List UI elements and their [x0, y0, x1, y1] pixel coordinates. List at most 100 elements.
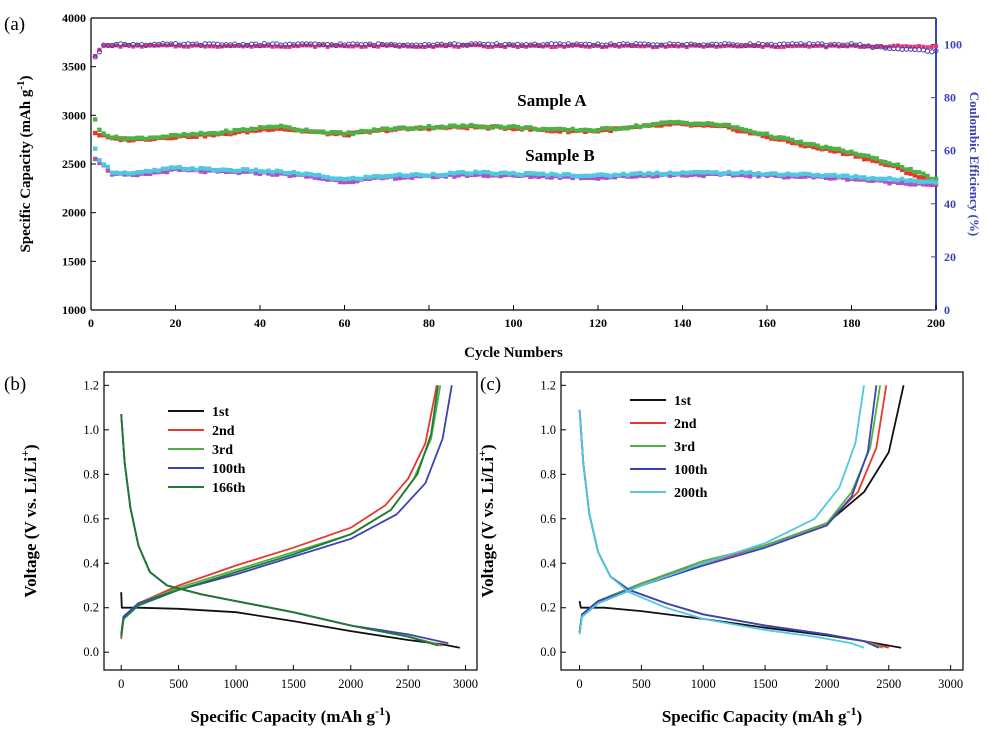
data-point	[587, 128, 592, 133]
data-point	[739, 126, 744, 132]
data-point	[317, 43, 322, 48]
plot-frame	[560, 371, 964, 671]
discharge-curve	[120, 414, 439, 647]
y-tick-label: 0.0	[83, 645, 99, 659]
data-point	[511, 43, 516, 48]
data-point	[456, 124, 461, 130]
data-point	[908, 171, 913, 176]
data-point	[304, 171, 309, 176]
data-point	[845, 44, 850, 49]
y-tick-label: 1.0	[83, 423, 99, 437]
data-point	[266, 168, 271, 173]
data-point	[874, 159, 880, 164]
data-point	[777, 172, 782, 178]
data-point	[393, 44, 398, 49]
data-point	[105, 164, 111, 170]
data-point	[363, 129, 368, 134]
data-point	[697, 43, 702, 48]
data-point	[933, 48, 939, 54]
data-point	[823, 173, 829, 178]
data-point	[777, 137, 782, 142]
data-point	[853, 177, 858, 182]
data-point	[650, 174, 656, 179]
data-point	[240, 127, 246, 132]
data-point	[270, 172, 275, 177]
data-point	[895, 177, 901, 183]
data-point	[921, 171, 926, 176]
charge-curve	[120, 385, 439, 637]
data-point	[612, 43, 617, 48]
data-point	[726, 169, 732, 175]
data-point	[861, 153, 867, 158]
data-point	[93, 117, 98, 122]
data-point	[507, 171, 512, 176]
data-point	[621, 125, 626, 131]
data-point	[372, 44, 377, 49]
data-point	[194, 132, 199, 137]
annotation-sample-a: Sample A	[517, 91, 587, 110]
data-point	[832, 149, 837, 154]
charge-curve	[578, 385, 881, 633]
data-point	[671, 120, 677, 125]
data-point	[519, 172, 525, 178]
data-point	[409, 172, 415, 177]
data-point	[316, 176, 322, 181]
data-point	[490, 171, 495, 176]
data-point	[629, 124, 634, 130]
data-point	[97, 158, 102, 163]
data-point	[528, 174, 533, 179]
legend-label: 1st	[674, 394, 691, 409]
data-point	[371, 42, 377, 48]
data-point	[642, 172, 647, 177]
data-point	[477, 170, 482, 175]
data-point	[131, 136, 136, 141]
data-point	[502, 125, 508, 130]
data-point	[236, 43, 241, 48]
data-point	[929, 49, 935, 55]
data-point	[435, 125, 440, 130]
data-point	[807, 44, 812, 49]
data-point	[426, 123, 432, 129]
data-point	[257, 125, 263, 130]
panel-a: (a)0 20 40 60 80 100 120 140 160 180 2001000150020…	[4, 11, 982, 361]
data-point	[114, 43, 119, 48]
data-point	[164, 166, 170, 171]
data-point	[900, 44, 905, 49]
data-point	[405, 173, 411, 178]
data-point	[743, 43, 748, 48]
data-point	[667, 170, 673, 175]
data-point	[549, 171, 554, 177]
data-point	[422, 125, 427, 131]
data-point	[164, 134, 170, 139]
data-point	[841, 44, 846, 49]
data-point	[202, 131, 208, 137]
data-point	[595, 127, 601, 133]
y-tick-label: 0.6	[83, 512, 99, 526]
data-point	[371, 127, 377, 132]
data-point	[570, 173, 575, 178]
data-point	[202, 169, 208, 175]
data-point	[726, 43, 731, 48]
data-point	[705, 43, 710, 48]
data-point	[393, 173, 398, 178]
data-point	[718, 171, 723, 176]
data-point	[929, 179, 934, 184]
data-point	[764, 134, 770, 140]
data-point	[557, 173, 563, 179]
data-point	[633, 123, 639, 128]
data-point	[583, 173, 588, 178]
data-point	[308, 129, 313, 134]
data-point	[447, 170, 453, 176]
data-point	[608, 128, 613, 134]
data-point	[181, 166, 187, 172]
data-point	[925, 173, 930, 179]
data-point	[545, 43, 550, 48]
data-point	[152, 135, 157, 140]
legend-label: 100th	[674, 463, 708, 478]
data-point	[401, 43, 406, 48]
data-point	[232, 130, 237, 136]
data-point	[781, 135, 787, 140]
data-point	[857, 152, 863, 158]
legend-label: 200th	[674, 486, 708, 501]
